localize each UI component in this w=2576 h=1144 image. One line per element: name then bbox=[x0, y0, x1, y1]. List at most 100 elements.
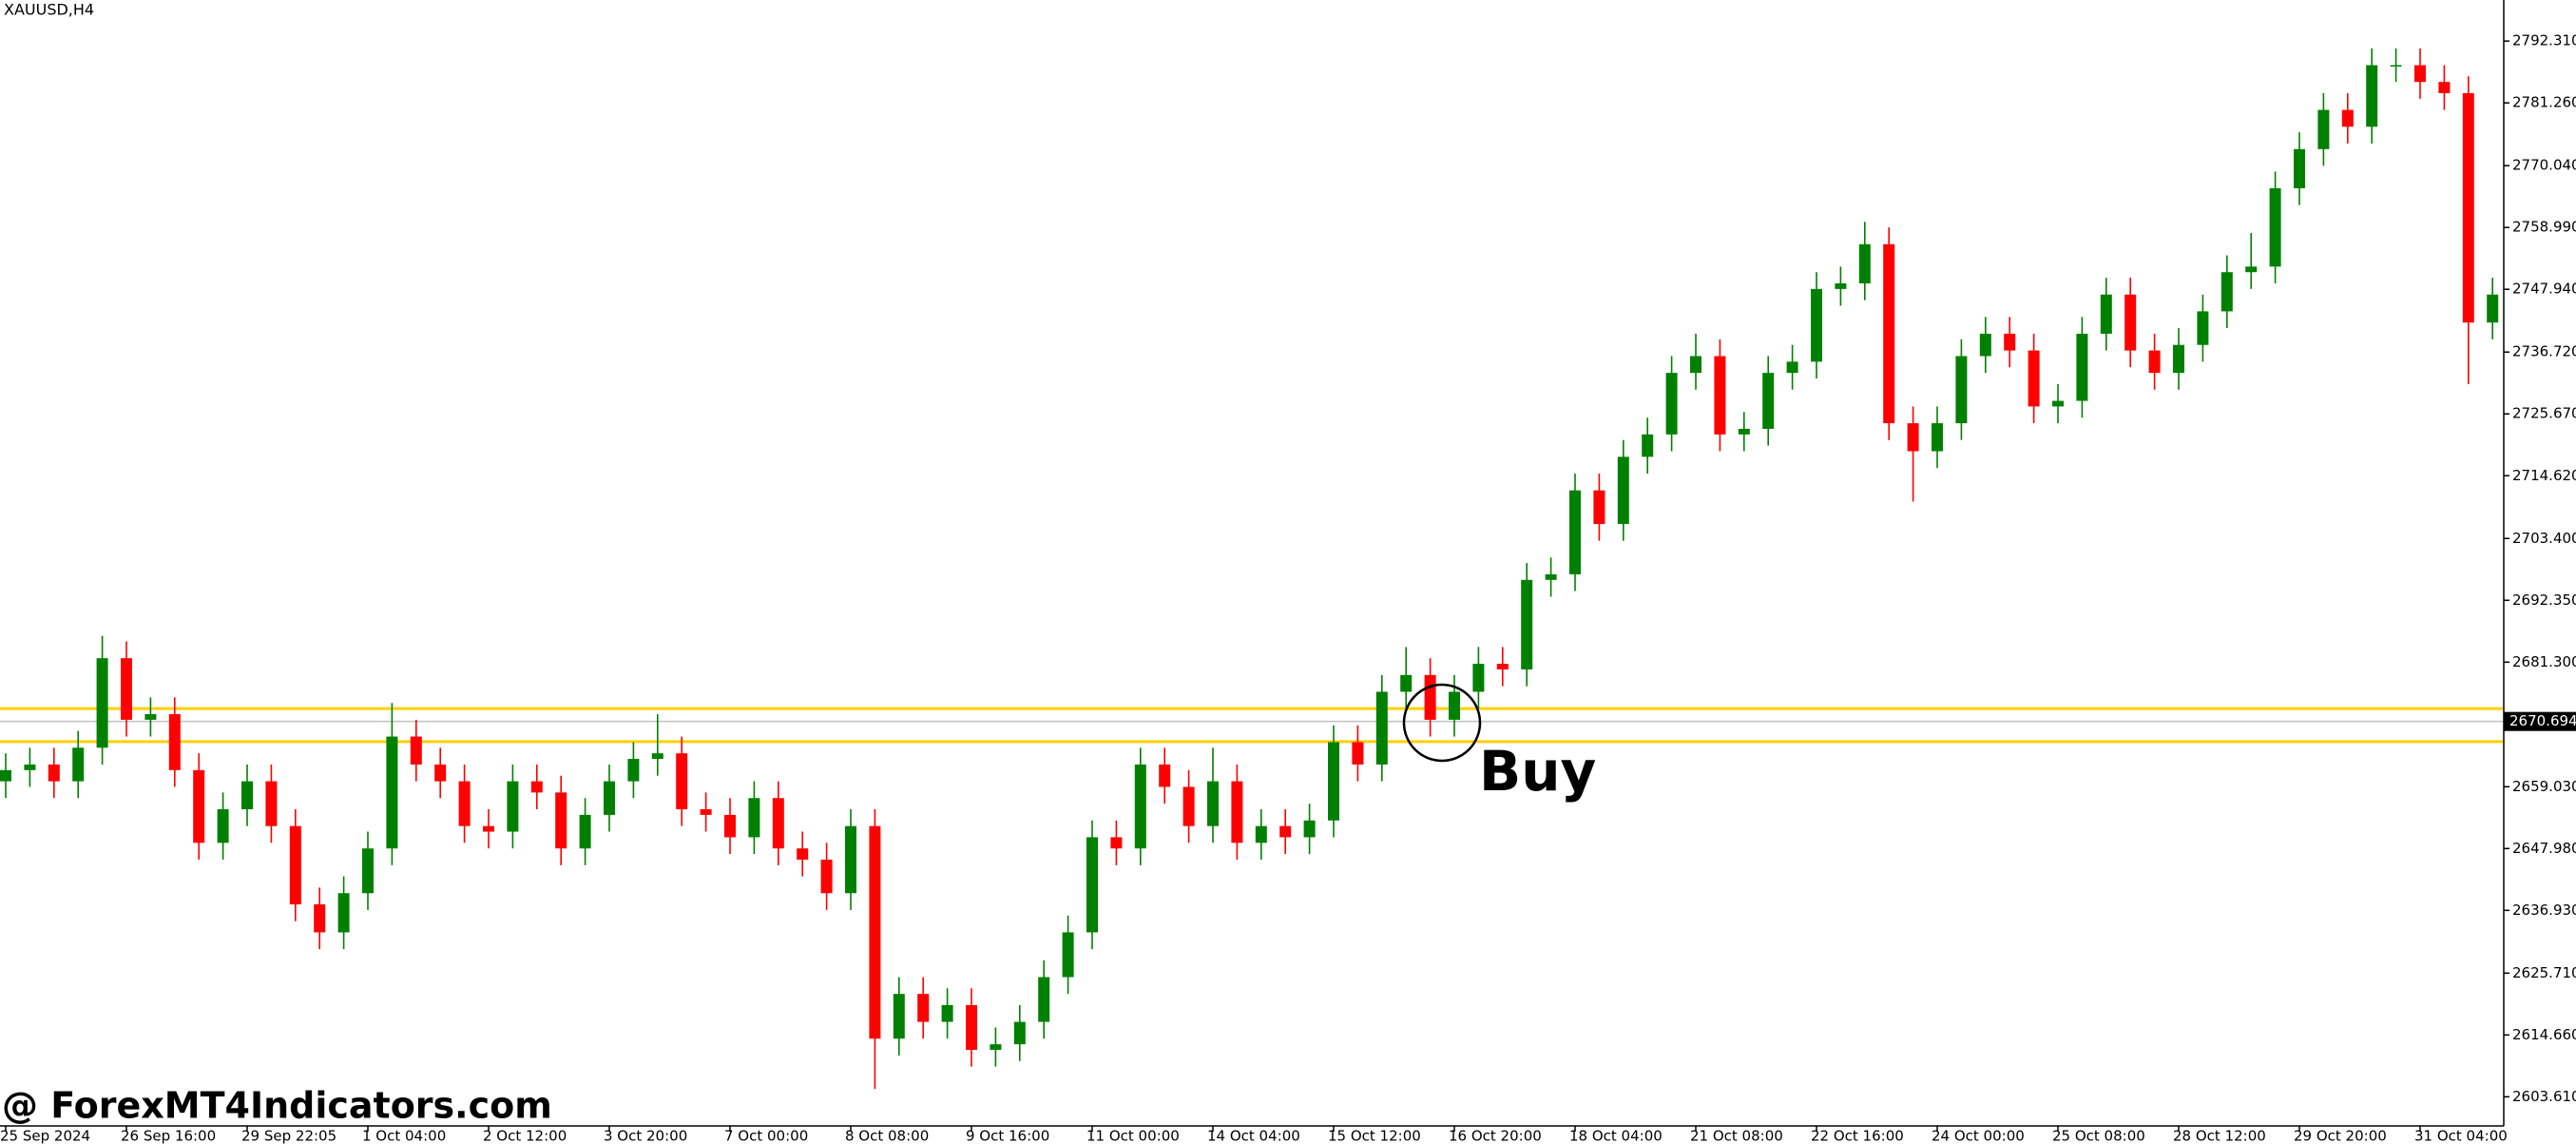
y-tick-label: 2781.260 bbox=[2512, 94, 2576, 111]
candle-body bbox=[72, 747, 85, 782]
candle-body bbox=[555, 792, 567, 849]
y-tick-label: 2647.980 bbox=[2512, 840, 2576, 857]
candle-body bbox=[820, 859, 833, 894]
x-tick-label: 18 Oct 04:00 bbox=[1569, 1128, 1663, 1144]
candle-body bbox=[917, 994, 930, 1022]
x-tick-label: 3 Oct 20:00 bbox=[604, 1128, 687, 1144]
candle-body bbox=[1786, 361, 1798, 374]
candle-body bbox=[1690, 356, 1701, 374]
candle-body bbox=[2438, 82, 2451, 93]
x-tick-label: 28 Oct 12:00 bbox=[2173, 1128, 2266, 1144]
candle-body bbox=[1207, 781, 1219, 826]
candle-body bbox=[845, 825, 856, 894]
candle-body bbox=[1086, 837, 1098, 933]
y-tick-label: 2725.670 bbox=[2512, 405, 2576, 422]
x-tick-label: 25 Sep 2024 bbox=[0, 1128, 90, 1144]
candle-body bbox=[2317, 109, 2330, 149]
candle-body bbox=[1062, 932, 1074, 978]
candle-body bbox=[1496, 664, 1509, 669]
y-tick-label: 2714.620 bbox=[2512, 467, 2576, 484]
candle-body bbox=[1255, 825, 1267, 843]
candle-body bbox=[1328, 742, 1339, 821]
y-tick-label: 2659.030 bbox=[2512, 778, 2576, 795]
candle-body bbox=[1714, 356, 1726, 435]
candle-body bbox=[990, 1044, 1002, 1050]
candle-body bbox=[604, 781, 615, 815]
candle-body bbox=[1400, 674, 1413, 692]
candle-body bbox=[1811, 288, 1822, 362]
candle-body bbox=[1762, 373, 1775, 429]
y-tick-label: 2603.610 bbox=[2512, 1088, 2576, 1105]
candle-body bbox=[2341, 109, 2354, 127]
candle-body bbox=[144, 713, 157, 720]
y-tick-label: 2736.720 bbox=[2512, 343, 2576, 360]
candle-body bbox=[579, 814, 591, 849]
axes: 2792.310 2781.260 2770.040 2758.990 2747.940… bbox=[0, 32, 2576, 1144]
x-tick-label: 14 Oct 04:00 bbox=[1207, 1128, 1300, 1144]
x-tick-label: 8 Oct 08:00 bbox=[845, 1128, 929, 1144]
candles bbox=[0, 48, 2499, 1090]
candle-body bbox=[869, 825, 881, 1039]
x-tick-label: 31 Oct 04:00 bbox=[2414, 1128, 2508, 1144]
candle-body bbox=[2390, 65, 2402, 68]
symbol-title: XAUUSD,H4 bbox=[4, 1, 94, 19]
candle-body bbox=[48, 764, 60, 782]
y-tick-label: 2614.660 bbox=[2512, 1026, 2576, 1043]
candle-body bbox=[2076, 333, 2088, 401]
candle-body bbox=[1279, 825, 1292, 838]
x-tick-label: 25 Oct 08:00 bbox=[2052, 1128, 2145, 1144]
x-tick-label: 29 Oct 20:00 bbox=[2294, 1128, 2387, 1144]
candle-body bbox=[1159, 764, 1171, 787]
annotation-circle bbox=[1402, 683, 1482, 763]
candle-body bbox=[289, 825, 301, 905]
candle-body bbox=[676, 753, 688, 810]
candle-body bbox=[168, 713, 181, 770]
candle-body bbox=[893, 994, 905, 1039]
candle-body bbox=[1665, 373, 1678, 435]
y-tick-label: 2636.930 bbox=[2512, 902, 2576, 919]
candle-body bbox=[314, 904, 326, 933]
x-tick-label: 7 Oct 00:00 bbox=[724, 1128, 808, 1144]
candle-body bbox=[1013, 1021, 1026, 1045]
candle-body bbox=[217, 809, 229, 843]
candle-body bbox=[2028, 350, 2040, 407]
candle-body bbox=[0, 769, 11, 782]
candle-body bbox=[2100, 294, 2112, 334]
candle-body bbox=[96, 658, 108, 748]
x-tick-label: 22 Oct 16:00 bbox=[1811, 1128, 1904, 1144]
candle-body bbox=[1979, 333, 1991, 357]
candle-body bbox=[1593, 490, 1605, 524]
candle-body bbox=[2148, 350, 2161, 374]
x-tick-label: 24 Oct 00:00 bbox=[1932, 1128, 2025, 1144]
candle-body bbox=[772, 798, 784, 849]
candle-body bbox=[1449, 691, 1460, 720]
candle-body bbox=[410, 736, 422, 765]
candle-body bbox=[1907, 423, 1919, 452]
candle-body bbox=[1038, 977, 1050, 1022]
candle-body bbox=[1858, 243, 1871, 283]
candle-body bbox=[1231, 781, 1243, 843]
current-price-box bbox=[2504, 711, 2576, 731]
x-tick-label: 1 Oct 04:00 bbox=[362, 1128, 446, 1144]
x-tick-label: 15 Oct 12:00 bbox=[1328, 1128, 1421, 1144]
candle-body bbox=[2052, 400, 2064, 407]
x-tick-label: 2 Oct 12:00 bbox=[483, 1128, 567, 1144]
candle-body bbox=[797, 848, 809, 860]
y-tick-label: 2625.710 bbox=[2512, 964, 2576, 981]
x-tick-label: 29 Sep 22:05 bbox=[241, 1128, 336, 1144]
y-tick-label: 2770.040 bbox=[2512, 157, 2576, 174]
candle-body bbox=[1569, 490, 1581, 574]
candle-body bbox=[1375, 691, 1388, 765]
candle-body bbox=[724, 814, 736, 838]
y-tick-label: 2681.300 bbox=[2512, 653, 2576, 670]
candle-body bbox=[2220, 272, 2233, 312]
x-tick-label: 9 Oct 16:00 bbox=[966, 1128, 1049, 1144]
candle-body bbox=[966, 1004, 977, 1050]
y-tick-label: 2703.400 bbox=[2512, 530, 2576, 547]
current-price-label: 2670.694 bbox=[2509, 712, 2576, 729]
y-tick-label: 2792.310 bbox=[2512, 32, 2576, 49]
candle-body bbox=[1110, 837, 1123, 849]
candle-body bbox=[1424, 674, 1436, 720]
